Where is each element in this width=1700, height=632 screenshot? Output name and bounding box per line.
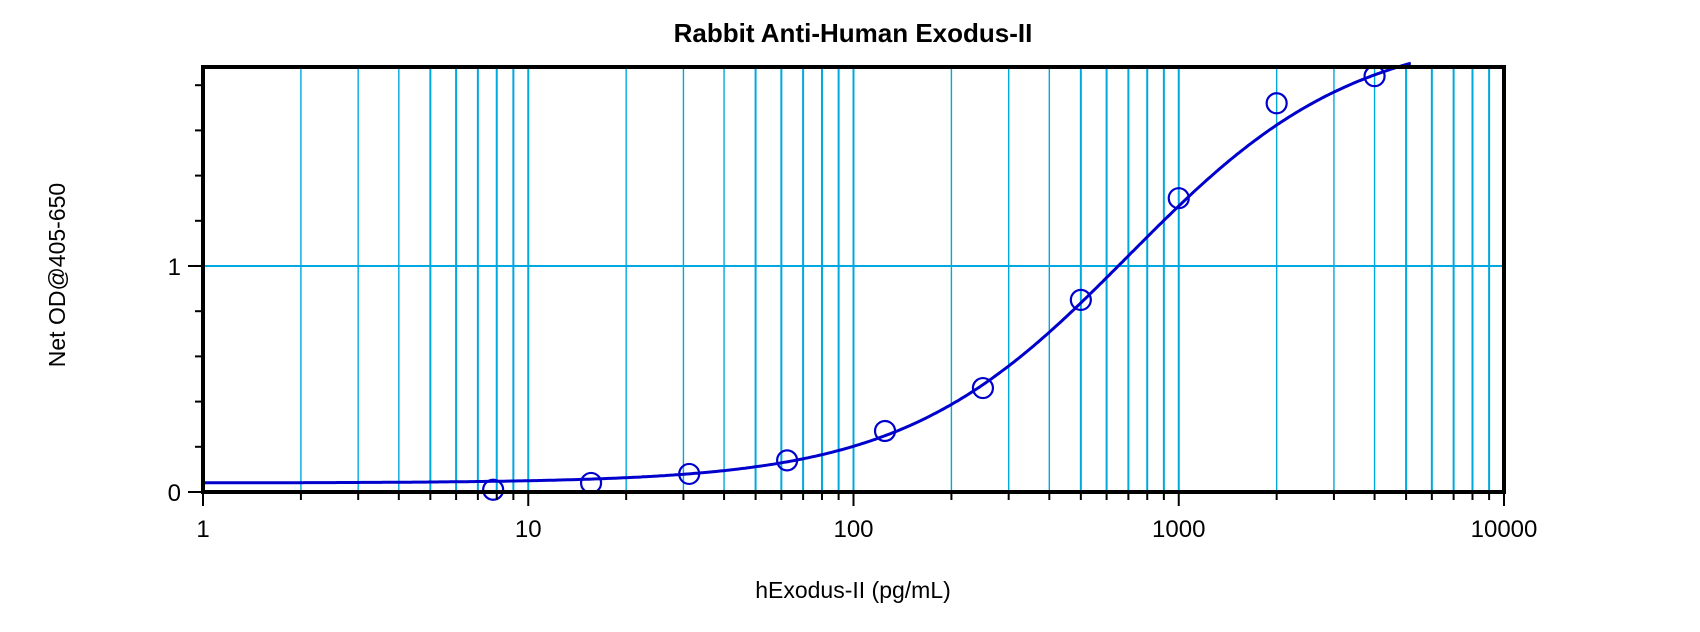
chart-title: Rabbit Anti-Human Exodus-II	[674, 18, 1033, 48]
y-axis-label: Net OD@405-650	[44, 183, 70, 367]
data-point-marker	[776, 449, 799, 472]
data-points	[482, 65, 1386, 501]
x-tick-label: 10000	[1471, 516, 1538, 543]
y-axis-ticks: 01	[168, 84, 203, 507]
data-point-marker	[1265, 92, 1288, 115]
data-point-marker	[971, 376, 995, 400]
data-point-marker	[1069, 288, 1092, 311]
data-point-marker	[1167, 187, 1190, 210]
x-axis-ticks: 1 10 100 1000 10000	[196, 492, 1537, 543]
fit-curve-line	[203, 61, 1412, 485]
x-tick-label: 1000	[1152, 516, 1205, 543]
data-point-marker	[873, 419, 897, 443]
x-tick-label: 10	[515, 516, 542, 543]
data-point-marker	[678, 462, 701, 486]
y-tick-label: 0	[168, 480, 181, 507]
fit-curve	[203, 61, 1412, 485]
x-axis-label: hExodus-II (pg/mL)	[755, 577, 951, 603]
y-tick-label: 1	[168, 254, 181, 281]
data-point-marker	[579, 471, 603, 495]
data-point-marker	[482, 478, 505, 501]
x-tick-label: 1	[196, 516, 209, 543]
grid-lines	[203, 67, 1504, 492]
x-tick-label: 100	[833, 516, 873, 543]
